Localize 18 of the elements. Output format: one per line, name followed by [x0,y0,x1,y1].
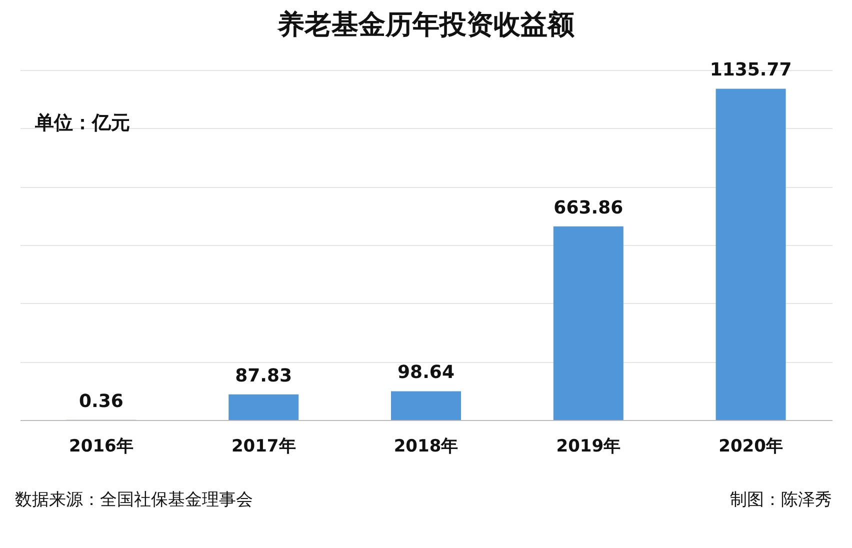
annotation: 单位：亿元 [34,112,130,134]
x-tick-label: 2020年 [718,436,783,456]
x-tick-label: 2018年 [394,436,458,456]
text: 制图：陈泽秀 [730,490,832,510]
x-tick-label: 2016年 [69,436,134,456]
data-label: 87.83 [235,365,292,386]
data-label: 663.86 [554,197,624,218]
x-tick-label: 2017年 [231,436,296,456]
source-note: 数据来源：全国社保基金理事会 [15,490,253,510]
bar [228,394,299,420]
chart-title: 养老基金历年投资收益额 [276,10,576,41]
x-tick-label: 2019年 [556,436,621,456]
data-label: 1135.77 [710,60,792,81]
data-label: 0.36 [78,390,124,412]
data-label: 98.64 [398,362,454,384]
bar [391,391,461,420]
bar [553,226,624,420]
bar [716,88,786,420]
